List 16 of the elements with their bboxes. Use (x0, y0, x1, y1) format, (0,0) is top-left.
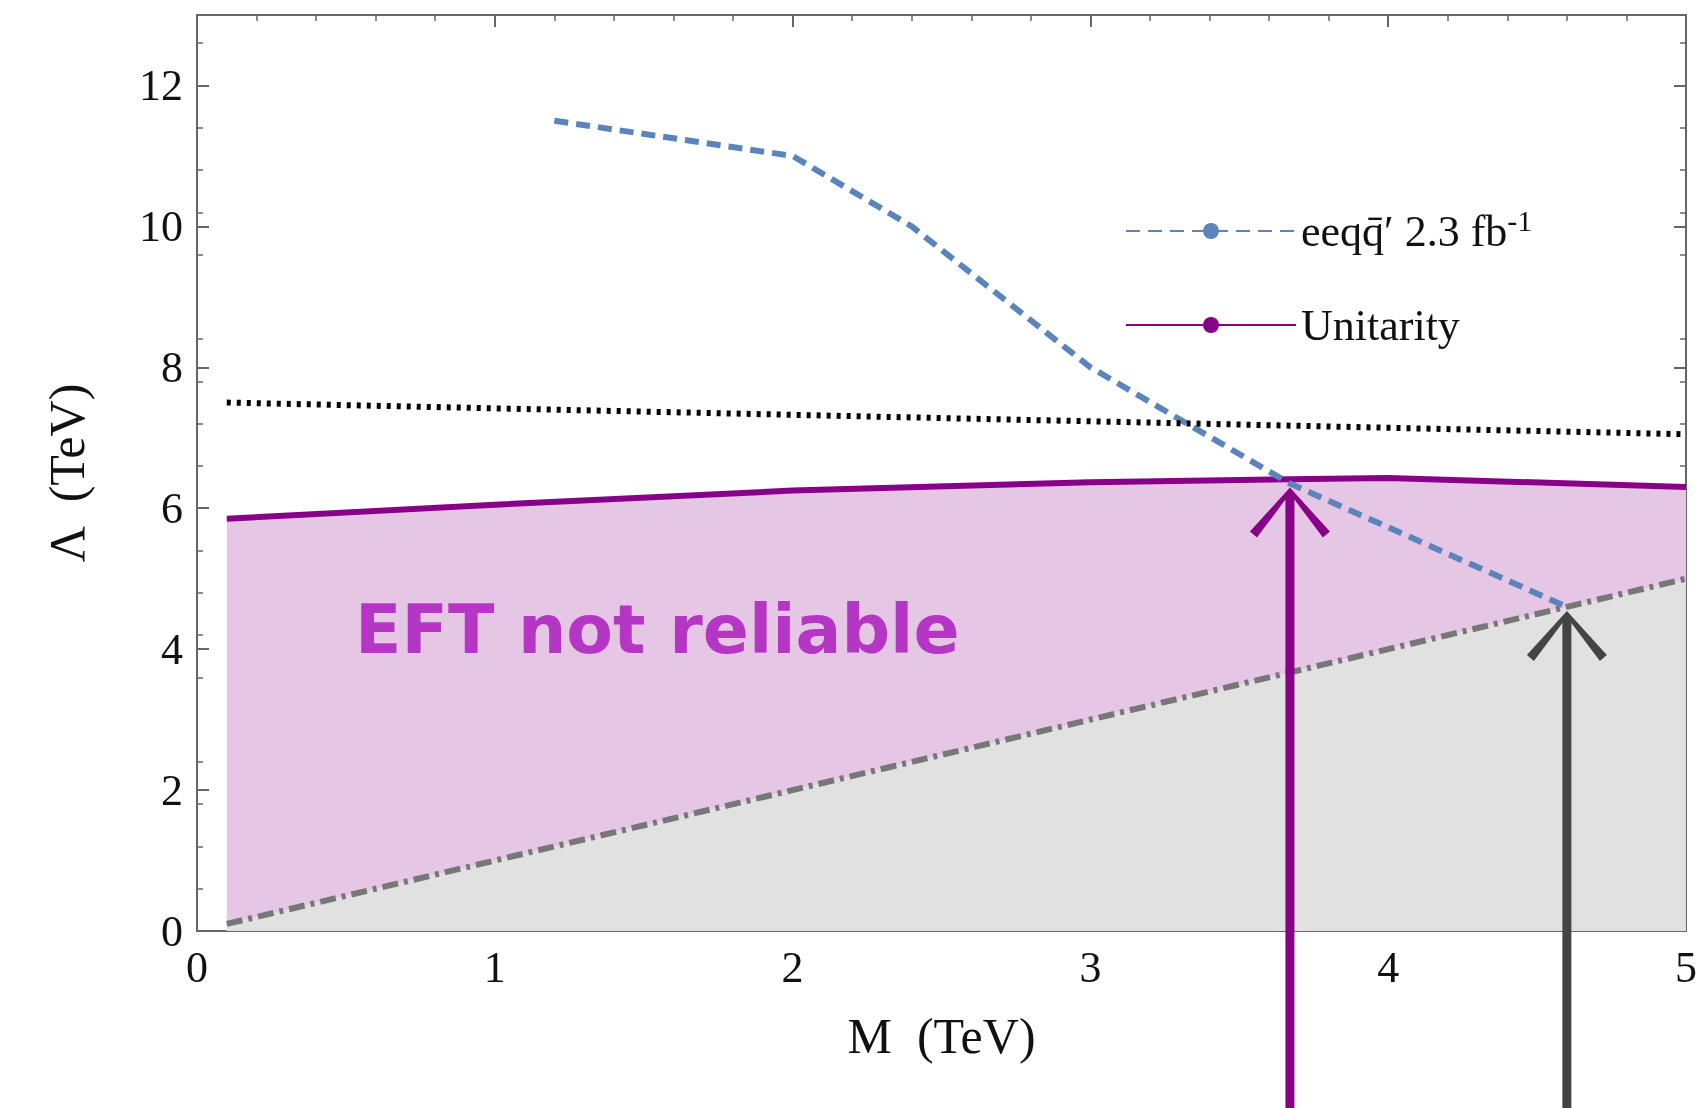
y-tick-label: 0 (161, 906, 183, 956)
x-tick-label: 3 (1079, 942, 1102, 992)
y-axis-title: Λ (TeV) (39, 383, 95, 563)
x-axis-title: M (TeV) (847, 1008, 1036, 1064)
y-tick-label: 12 (139, 60, 183, 110)
y-tick-label: 10 (139, 201, 183, 251)
legend-label: Unitarity (1301, 300, 1460, 350)
x-tick-label: 1 (483, 942, 506, 992)
annotation: EFT not reliable (355, 589, 960, 669)
x-tick-label: 4 (1377, 942, 1400, 992)
y-tick-label: 2 (161, 765, 183, 815)
x-tick-label: 2 (781, 942, 804, 992)
y-tick-label: 8 (161, 342, 183, 392)
y-tick-label: 6 (161, 483, 183, 533)
x-tick-label: 5 (1675, 942, 1697, 992)
y-tick-label: 4 (161, 624, 183, 674)
